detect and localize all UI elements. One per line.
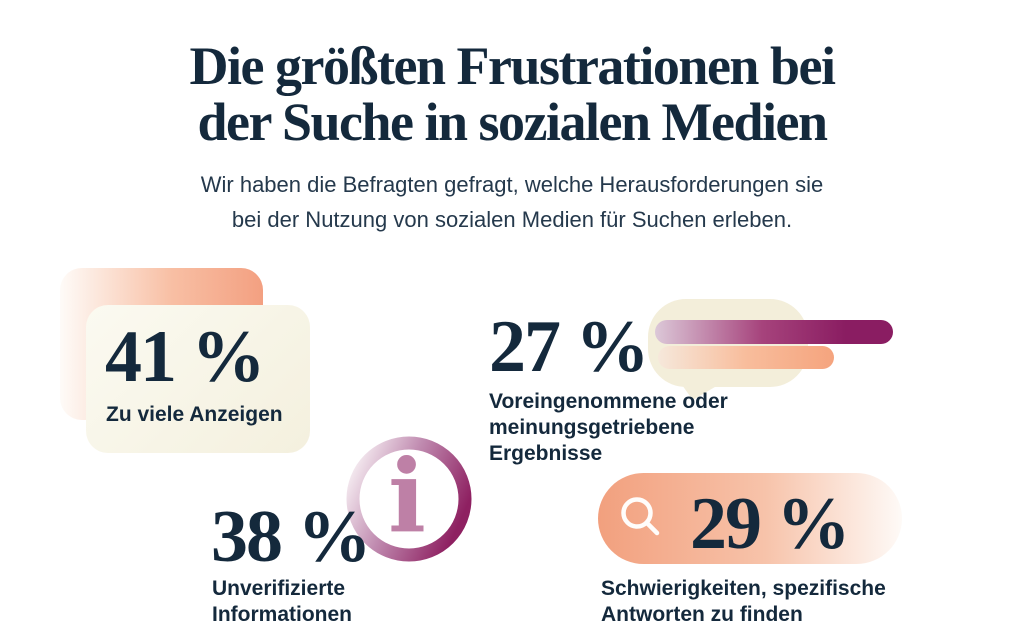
ads-stat-label: Zu viele Anzeigen [106, 403, 283, 426]
page-subtitle: Wir haben die Befragten gefragt, welche … [0, 167, 1024, 237]
biased-stat-value: 27 % [489, 306, 649, 388]
info-icon: i [346, 436, 472, 562]
page-subtitle-line2: bei der Nutzung von sozialen Medien für … [231, 207, 793, 232]
unverified-stat-value: 38 % [211, 496, 371, 578]
search-icon-lens [621, 497, 653, 529]
orange-bar [658, 346, 834, 369]
info-icon-glyph: i [388, 437, 426, 555]
info-icon-ring [346, 436, 472, 562]
page-title: Die größten Frustrationen bei der Suche … [0, 38, 1024, 150]
ads-card-front [86, 305, 310, 453]
search-icon-handle [644, 520, 660, 536]
page-subtitle-line1: Wir haben die Befragten gefragt, welche … [200, 172, 824, 197]
ads-stat-value: 41 % [105, 316, 265, 398]
specific-stat-label: Schwierigkeiten, spezifische Antworten z… [601, 577, 886, 626]
page-title-line2: der Suche in sozialen Medien [197, 92, 828, 152]
search-icon [621, 497, 660, 536]
unverified-stat-label: Unverifizierte Informationen [212, 577, 352, 626]
biased-stat-label: Voreingenommene oder meinungsgetriebene … [489, 390, 728, 465]
magenta-bar [655, 320, 893, 344]
specific-stat-value: 29 % [690, 483, 850, 565]
page-title-line1: Die größten Frustrationen bei [189, 36, 836, 96]
